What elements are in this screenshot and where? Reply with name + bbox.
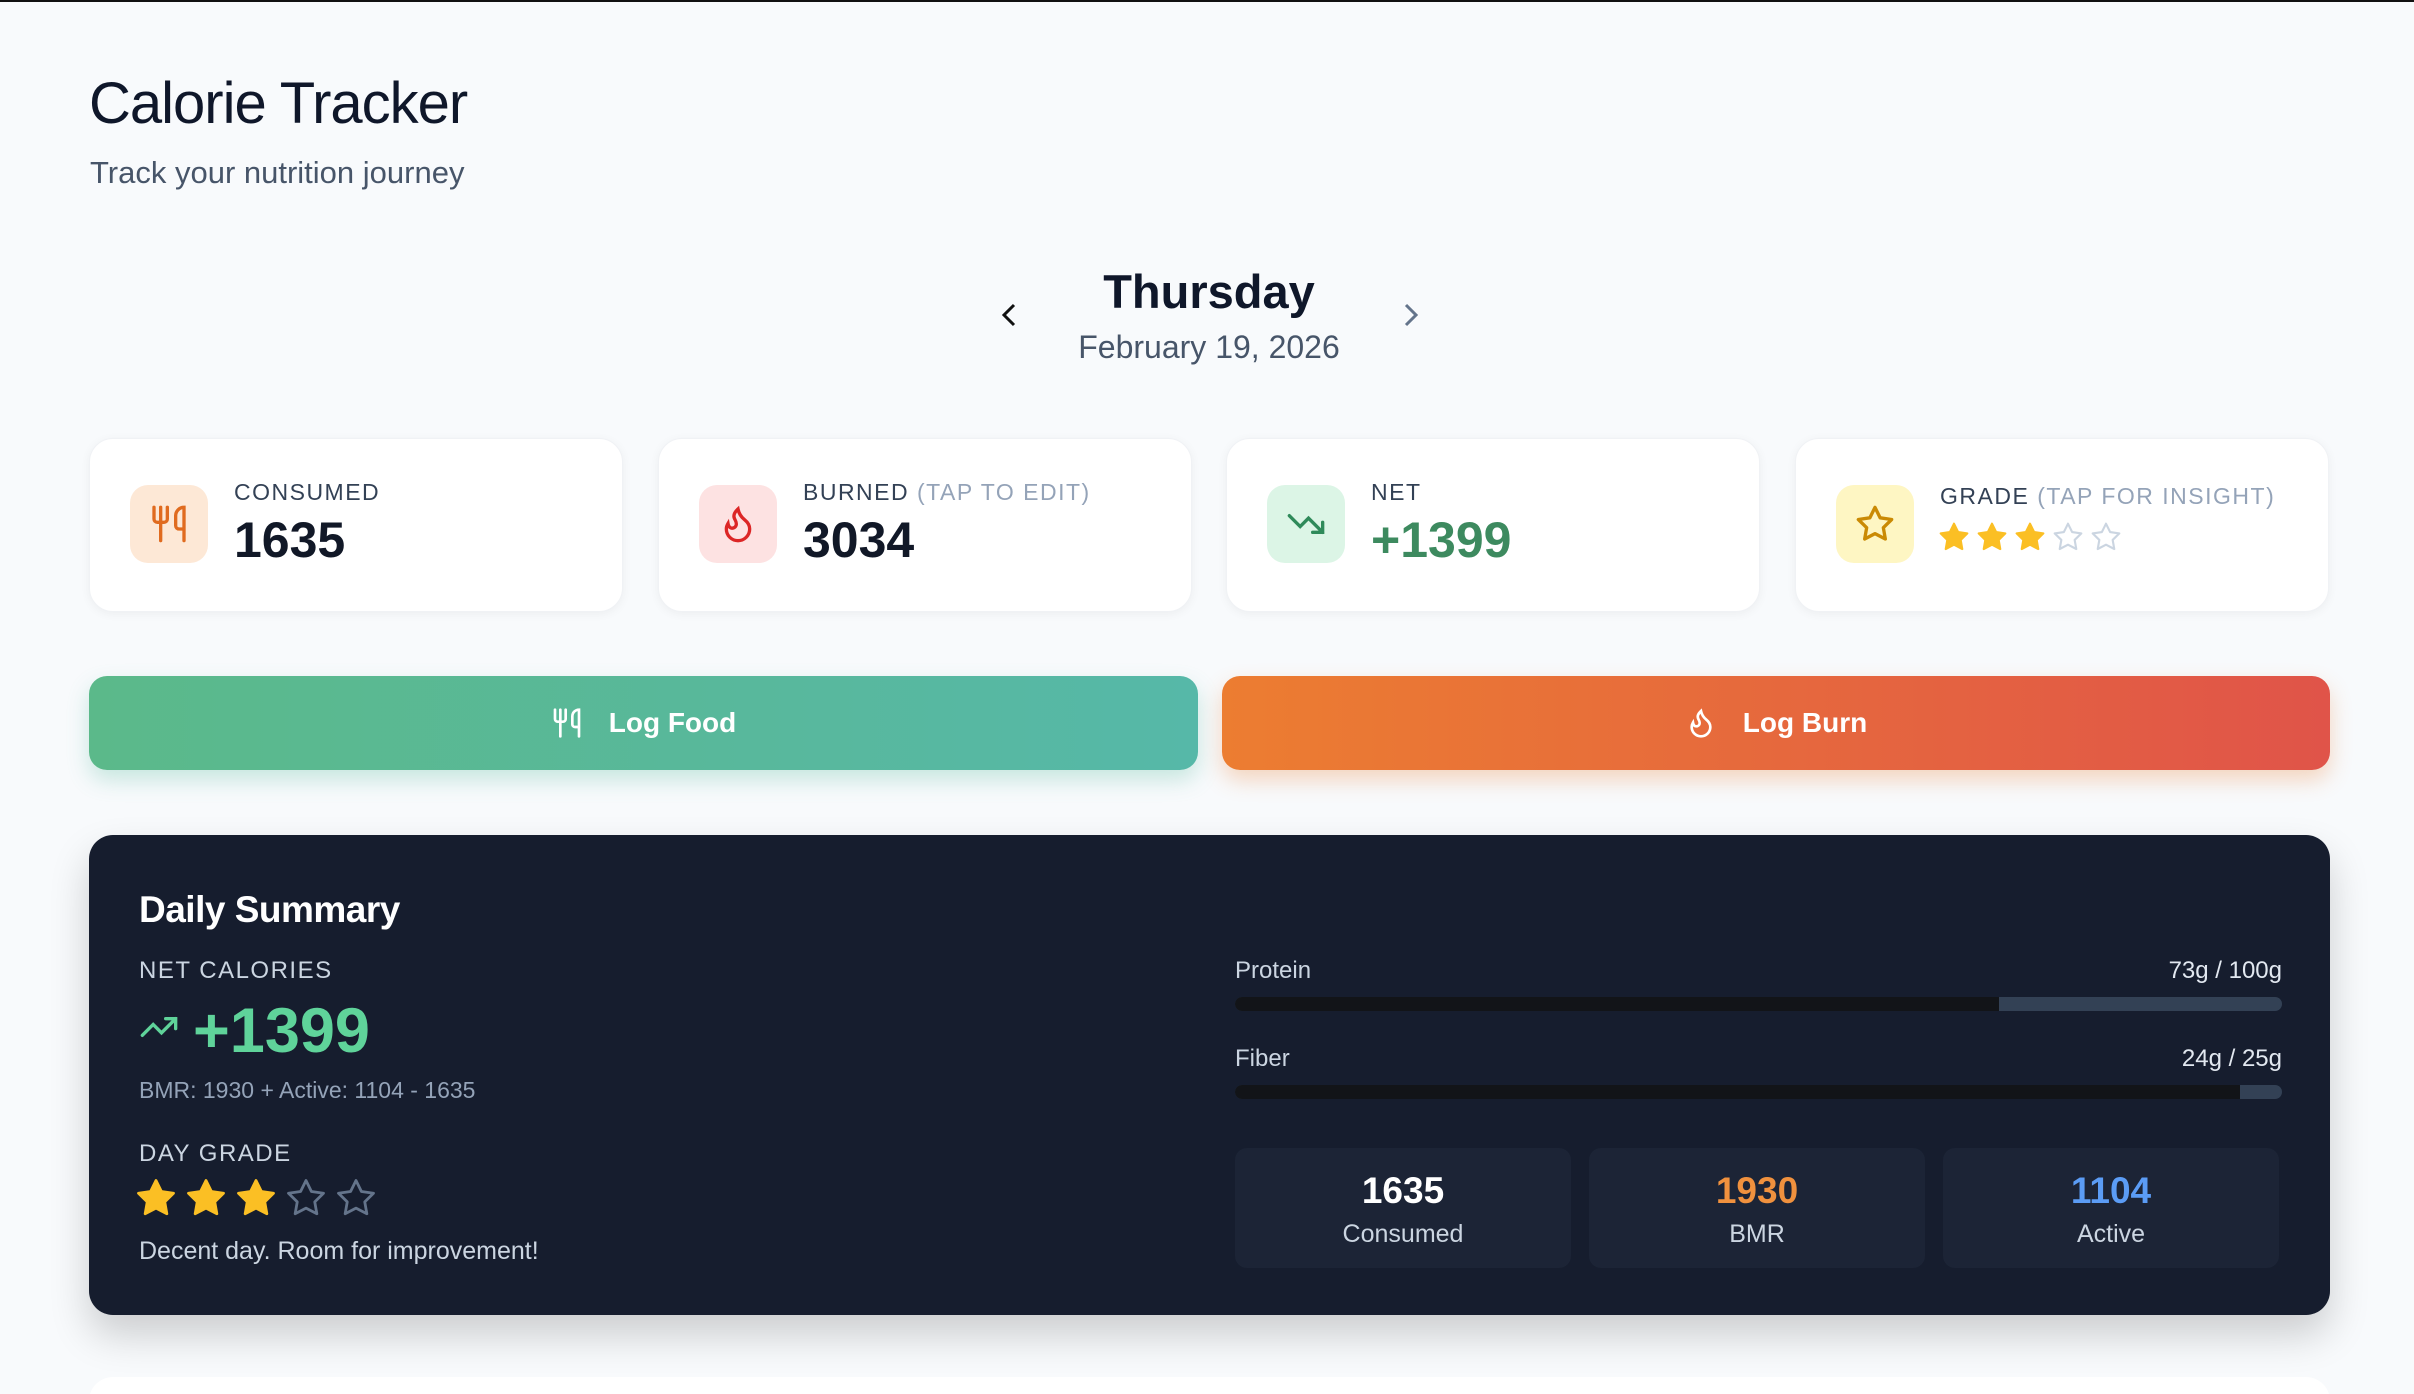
summary-label: NET CALORIES bbox=[139, 957, 333, 984]
macro-amount: 24g / 25g bbox=[2181, 1045, 2282, 1072]
stat-label: NET bbox=[1371, 479, 1422, 505]
button-label: Log Burn bbox=[1742, 707, 1868, 738]
summary-label: DAY GRADE bbox=[139, 1140, 292, 1167]
progress-fill bbox=[1235, 1085, 2241, 1099]
progress-track bbox=[1235, 997, 2282, 1011]
total-box: 1104 Active bbox=[1943, 1148, 2279, 1268]
star bbox=[1977, 522, 2007, 551]
star bbox=[187, 1179, 225, 1216]
progress-track bbox=[1235, 1085, 2282, 1099]
summary-title: Daily Summary bbox=[139, 889, 400, 930]
net-value: +1399 bbox=[193, 996, 370, 1066]
star bbox=[237, 1179, 275, 1216]
progress-fill bbox=[1235, 997, 2000, 1011]
star bbox=[1939, 522, 1969, 551]
stat-card: CONSUMED 1635 bbox=[89, 438, 623, 612]
stat-value: 1635 bbox=[234, 512, 346, 568]
grade-text: Decent day. Room for improvement! bbox=[139, 1237, 539, 1265]
macro-name: Fiber bbox=[1235, 1045, 1290, 1072]
star bbox=[2053, 522, 2083, 551]
grade-stars bbox=[135, 1177, 377, 1219]
total-box: 1635 Consumed bbox=[1235, 1148, 1571, 1268]
next-day[interactable] bbox=[1396, 300, 1424, 330]
stat-hint: (TAP TO EDIT) bbox=[917, 479, 1091, 505]
star bbox=[2091, 522, 2121, 551]
star bbox=[2015, 522, 2045, 551]
total-label: Active bbox=[2076, 1220, 2146, 1248]
day-name: Thursday bbox=[1103, 265, 1315, 318]
stat-value: +1399 bbox=[1371, 512, 1512, 568]
star bbox=[337, 1179, 375, 1216]
macro-amount: 73g / 100g bbox=[2168, 957, 2282, 984]
total-value: 1104 bbox=[2070, 1170, 2152, 1211]
daily-summary: Daily Summary NET CALORIES +1399 BMR: 19… bbox=[89, 835, 2330, 1315]
app-title: Calorie Tracker bbox=[89, 71, 468, 136]
log-food-button[interactable]: Log Food bbox=[89, 676, 1198, 770]
total-box: 1930 BMR bbox=[1589, 1148, 1925, 1268]
macro-name: Protein bbox=[1235, 957, 1312, 984]
stat-card[interactable]: GRADE (TAP FOR INSIGHT) bbox=[1795, 438, 2329, 612]
total-value: 1930 bbox=[1715, 1170, 1799, 1211]
total-value: 1635 bbox=[1361, 1170, 1445, 1211]
total-label: Consumed bbox=[1342, 1220, 1464, 1248]
date: February 19, 2026 bbox=[1078, 329, 1340, 365]
total-label: BMR bbox=[1729, 1220, 1785, 1248]
app-subtitle: Track your nutrition journey bbox=[90, 155, 465, 190]
button-label: Log Food bbox=[608, 707, 737, 738]
log-burn-button[interactable]: Log Burn bbox=[1222, 676, 2330, 770]
stat-label: BURNED bbox=[803, 479, 910, 505]
stat-card[interactable]: BURNED (TAP TO EDIT) 3034 bbox=[658, 438, 1192, 612]
formula: BMR: 1930 + Active: 1104 - 1635 bbox=[139, 1077, 476, 1103]
stat-hint: (TAP FOR INSIGHT) bbox=[2037, 483, 2276, 509]
stat-card: NET +1399 bbox=[1226, 438, 1760, 612]
star bbox=[137, 1179, 175, 1216]
grade-stars bbox=[1938, 521, 2122, 553]
star bbox=[287, 1179, 325, 1216]
prev-day[interactable] bbox=[996, 300, 1024, 330]
stat-value: 3034 bbox=[803, 512, 915, 568]
stat-label: CONSUMED bbox=[234, 479, 381, 505]
stat-label: GRADE bbox=[1940, 483, 2030, 509]
next-card bbox=[89, 1377, 2330, 1394]
